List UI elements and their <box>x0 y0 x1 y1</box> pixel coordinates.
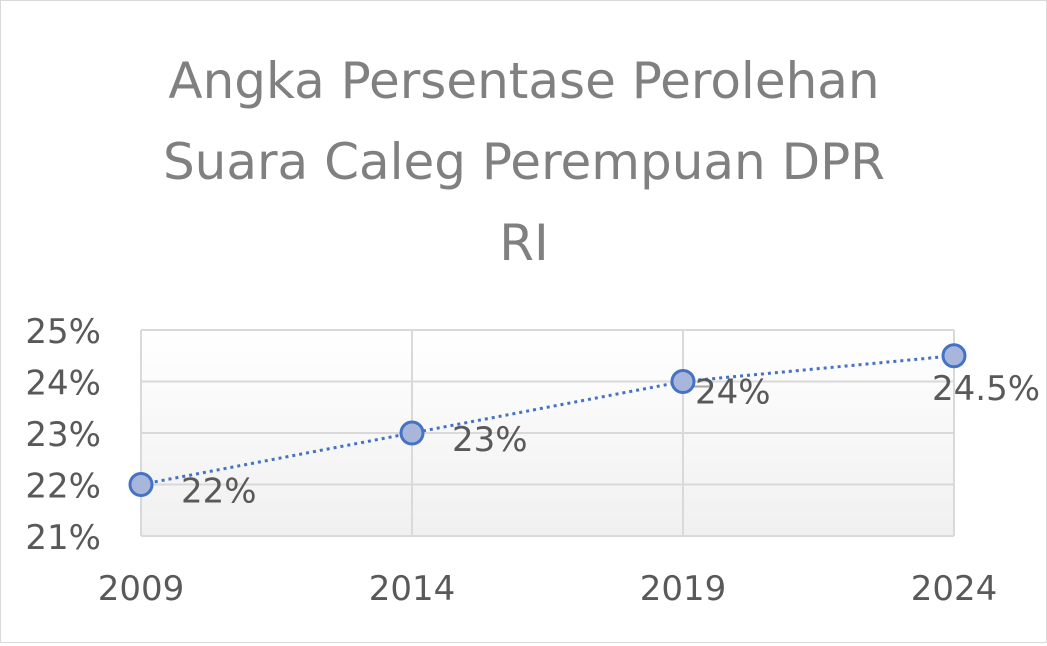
y-tick-label: 22% <box>25 467 101 507</box>
x-tick-label: 2009 <box>98 569 185 609</box>
data-point <box>941 343 967 369</box>
x-tick-label: 2024 <box>911 569 998 609</box>
data-label: 24.5% <box>932 369 1040 409</box>
chart-title-line: Suara Caleg Perempuan DPR <box>163 133 885 191</box>
data-label: 22% <box>181 472 257 512</box>
y-tick-label: 21% <box>25 518 101 558</box>
data-label: 23% <box>452 420 528 460</box>
chart-title-line: Angka Persentase Perolehan <box>168 52 879 110</box>
data-point <box>399 420 425 446</box>
y-tick-label: 23% <box>25 415 101 455</box>
data-point <box>670 369 696 394</box>
y-tick-label: 24% <box>25 364 101 404</box>
chart-title-line: RI <box>499 214 549 272</box>
y-tick-label: 25% <box>25 312 101 352</box>
data-label: 24% <box>695 373 771 413</box>
data-point <box>128 472 154 497</box>
series-line <box>140 354 955 486</box>
x-tick-label: 2014 <box>369 569 456 609</box>
x-tick-label: 2019 <box>640 569 727 609</box>
